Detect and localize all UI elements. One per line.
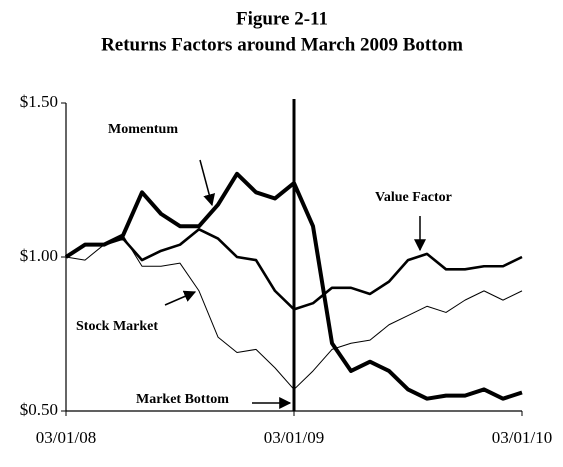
x-tick-label: 03/01/09: [264, 428, 324, 447]
y-tick-label: $1.50: [20, 92, 58, 111]
x-tick-label: 03/01/08: [36, 428, 96, 447]
annotation: Momentum: [108, 122, 178, 137]
x-tick-label: 03/01/10: [492, 428, 552, 447]
y-tick-label: $1.00: [20, 246, 58, 265]
annotation: Market Bottom: [136, 392, 229, 407]
annotation-arrow: [199, 159, 216, 207]
annotation-arrow: [164, 290, 197, 306]
chart-title: Figure 2-11: [236, 8, 328, 29]
annotation: Value Factor: [375, 190, 452, 205]
annotation: Stock Market: [76, 319, 158, 334]
chart-subtitle: Returns Factors around March 2009 Bottom: [101, 34, 463, 55]
y-tick-label: $0.50: [20, 400, 58, 419]
